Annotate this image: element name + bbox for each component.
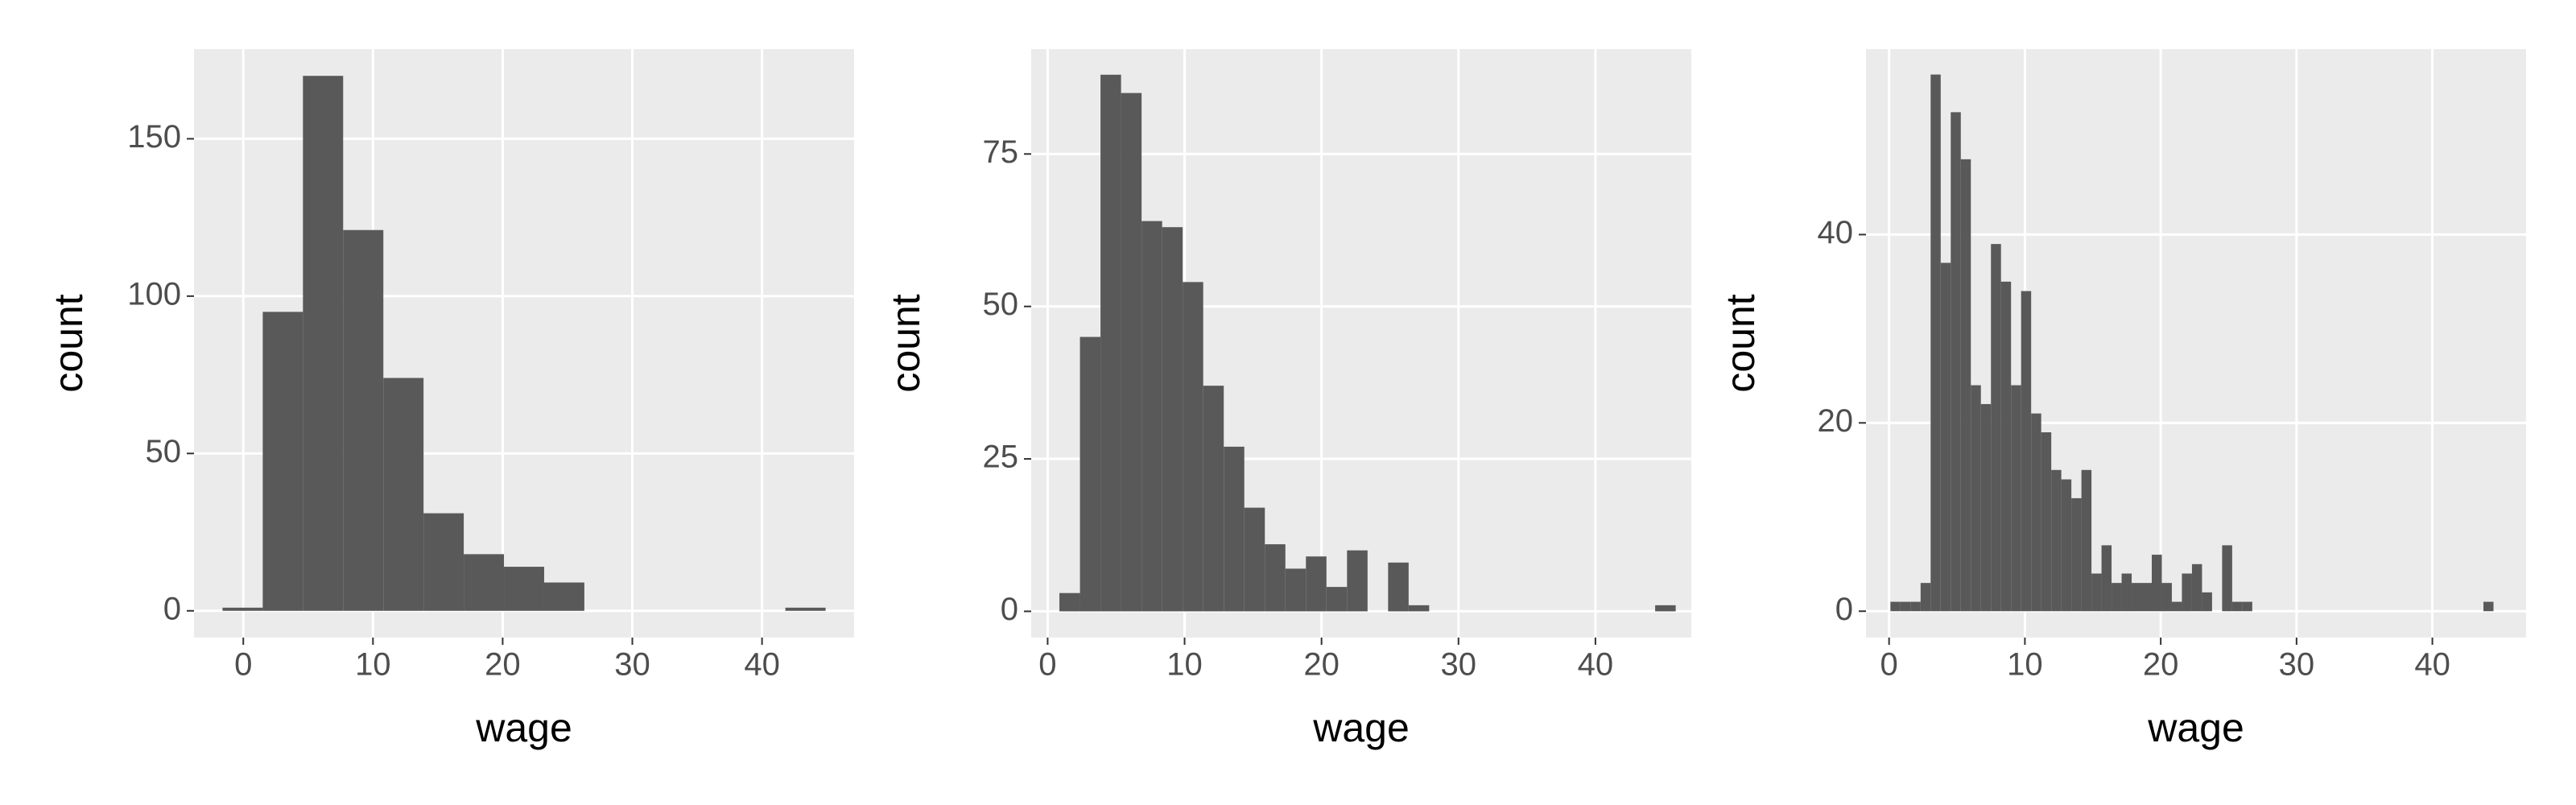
x-axis-title: wage [1312,705,1410,750]
bar [1951,112,1961,612]
bar [2483,601,2494,612]
bar [2031,413,2041,612]
bar [383,378,424,611]
x-tick-label: 20 [485,647,521,683]
bar [2051,469,2062,612]
bar [1203,386,1224,612]
bar [2151,555,2162,612]
bar [543,582,584,611]
bar [1162,227,1183,612]
bar [2182,573,2192,612]
bar [1080,336,1101,612]
bar [2132,583,2142,612]
bar [1991,244,2001,612]
bar [1121,93,1142,612]
bar [2222,545,2232,612]
x-axis-title: wage [475,705,572,750]
bar [464,554,505,611]
bar [1960,159,1971,612]
bar [2081,469,2092,612]
y-tick-label: 50 [983,287,1019,322]
bar [1940,262,1951,612]
bar [2161,583,2172,612]
x-tick-label: 0 [1038,647,1056,683]
bar [1141,221,1162,612]
bar [1980,403,1992,612]
x-tick-label: 40 [1578,647,1614,683]
bar [504,567,544,611]
bar [2121,573,2132,612]
bar [1655,605,1676,612]
y-tick-label: 75 [983,134,1019,170]
bar [343,229,384,611]
bar [2191,564,2202,612]
bar [1971,385,1981,612]
bar [2231,601,2243,612]
bar [2112,583,2122,612]
bar [1285,568,1307,612]
x-tick-label: 0 [1880,647,1898,683]
x-tick-label: 30 [1441,647,1477,683]
bar [1920,583,1931,612]
x-tick-label: 40 [2414,647,2450,683]
bar [1900,601,1911,612]
y-tick-label: 50 [146,434,182,469]
bar [262,312,303,611]
bar [1265,544,1286,612]
x-tick-label: 30 [2279,647,2315,683]
bar [2041,432,2052,612]
bar [2091,573,2102,612]
y-tick-label: 40 [1818,215,1854,250]
x-tick-label: 20 [1303,647,1340,683]
bar [1059,592,1080,612]
bar [1890,601,1901,612]
bar [1388,562,1409,612]
y-tick-label: 100 [127,276,181,312]
y-tick-label: 0 [1001,592,1018,627]
y-tick-label: 25 [983,440,1019,475]
bar [423,513,464,611]
x-tick-label: 40 [744,647,780,683]
bar [2000,281,2012,612]
y-axis-title: count [883,294,928,392]
bar [1306,556,1327,612]
x-tick-label: 10 [355,647,391,683]
bar [2101,545,2112,612]
bar [1910,601,1921,612]
bar [785,607,826,611]
x-tick-label: 0 [234,647,252,683]
bar [2202,592,2212,612]
bar [1244,507,1265,612]
y-axis-title: count [46,294,91,392]
bar [1347,550,1368,612]
bar [303,76,344,611]
bar [2011,385,2021,612]
y-tick-label: 0 [1835,592,1853,627]
bar [2021,291,2032,612]
x-axis-title: wage [2147,705,2244,750]
bar [1408,605,1430,612]
bar [1326,587,1348,612]
y-tick-label: 150 [127,119,181,155]
bar [1930,74,1941,612]
bar [2071,497,2082,612]
bar [222,607,263,611]
x-tick-label: 10 [1166,647,1203,683]
x-tick-label: 10 [2007,647,2043,683]
y-tick-label: 0 [163,591,181,626]
y-axis-title: count [1718,294,1763,392]
x-tick-label: 20 [2143,647,2179,683]
bar [2171,601,2182,612]
y-tick-label: 20 [1818,403,1854,439]
bar [2242,601,2252,612]
bar [2141,583,2152,612]
bar [2061,479,2072,612]
bar [1183,282,1203,612]
bar [1224,446,1245,612]
x-tick-label: 30 [614,647,650,683]
bar [1100,74,1121,612]
